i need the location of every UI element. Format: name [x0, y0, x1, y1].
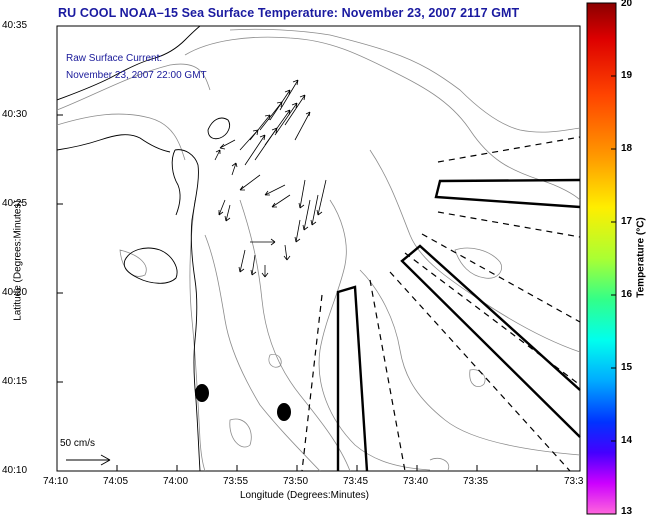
colorbar-tick-label: 20: [621, 0, 633, 9]
x-tick-label: 73:3: [564, 476, 584, 487]
colorbar-tick-label: 17: [621, 216, 633, 227]
channel-dashed-lines: [301, 136, 581, 472]
y-tick-label: 40:15: [2, 376, 28, 387]
bathymetry-contours: [56, 28, 581, 472]
map-frame: [56, 25, 581, 472]
colorbar-tick-label: 13: [621, 506, 633, 517]
colorbar-tick-label: 16: [621, 289, 633, 300]
colorbar-tick-label: 18: [621, 143, 633, 154]
scale-arrow: [66, 454, 111, 466]
colorbar-label: Temperature (°C): [635, 217, 647, 298]
colorbar-tick-label: 15: [621, 362, 633, 373]
current-annotation-line2: November 23, 2007 22:00 GMT: [66, 70, 207, 81]
y-axis-label: Latitude (Degrees:Minutes): [12, 200, 24, 321]
y-tick-label: 40:10: [2, 465, 28, 476]
colorbar-ticks: [611, 75, 616, 442]
x-tick-label: 73:35: [463, 476, 489, 487]
x-axis-label: Longitude (Degrees:Minutes): [240, 490, 369, 501]
y-tick-label: 40:25: [2, 198, 28, 209]
coastline: [56, 25, 231, 472]
scale-label: 50 cm/s: [60, 438, 96, 449]
colorbar: [586, 2, 617, 515]
channel-outlines: [336, 178, 581, 472]
buoy-marker: [277, 403, 291, 421]
current-vectors: [214, 79, 327, 278]
axis-ticks: [56, 25, 538, 472]
x-tick-label: 74:00: [163, 476, 189, 487]
current-annotation-line1: Raw Surface Current:: [66, 53, 163, 64]
x-tick-label: 73:50: [283, 476, 309, 487]
y-tick-label: 40:30: [2, 109, 28, 120]
colorbar-tick-label: 19: [621, 70, 633, 81]
x-tick-label: 73:45: [343, 476, 369, 487]
x-tick-label: 73:55: [223, 476, 249, 487]
x-tick-label: 74:10: [43, 476, 69, 487]
x-tick-label: 74:05: [103, 476, 129, 487]
x-tick-label: 73:40: [403, 476, 429, 487]
chart-title: RU COOL NOAA–15 Sea Surface Temperature:…: [58, 6, 520, 20]
buoy-marker: [195, 384, 209, 402]
y-tick-label: 40:20: [2, 287, 28, 298]
colorbar-tick-label: 14: [621, 435, 633, 446]
y-tick-label: 40:35: [2, 20, 28, 31]
